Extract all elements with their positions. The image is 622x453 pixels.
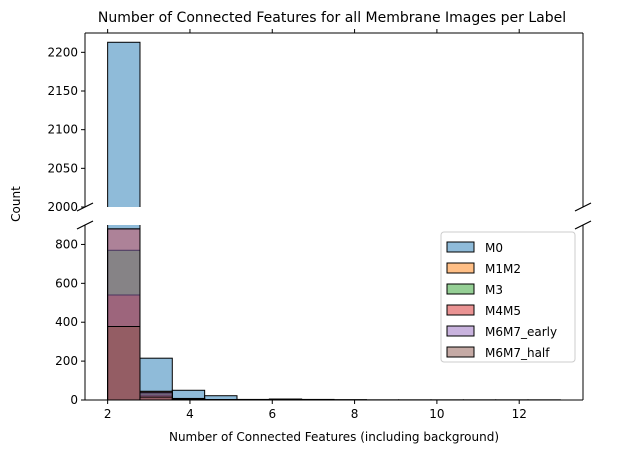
- lower-panel-axes: 0 200 400 600 800 2 4 6 8 10 12: [55, 220, 592, 421]
- x-tick-label: 2: [104, 407, 112, 421]
- y-axis-label: Count: [9, 186, 23, 222]
- x-axis-label: Number of Connected Features (including …: [169, 430, 499, 444]
- legend-label-M6M7_early: M6M7_early: [485, 325, 557, 339]
- legend-swatch-M3: [446, 283, 475, 295]
- y-tick-label-lower: 0: [70, 393, 78, 407]
- legend-label-M4M5: M4M5: [485, 304, 521, 318]
- chart-title: Number of Connected Features for all Mem…: [98, 10, 566, 26]
- y-tick-label-upper: 2200: [47, 45, 78, 59]
- legend-swatch-M4M5: [446, 304, 475, 316]
- y-tick-label-upper: 2150: [47, 84, 78, 98]
- legend-swatch-M6M7_early: [446, 325, 475, 337]
- x-tick-label: 12: [512, 407, 527, 421]
- y-tick-label-lower: 800: [55, 237, 78, 251]
- legend-label-M1M2: M1M2: [485, 262, 521, 276]
- x-tick-label: 10: [429, 407, 444, 421]
- upper-panel-axes: 2000 2050 2100 2150 2200: [47, 29, 592, 214]
- legend-label-M0: M0: [485, 241, 503, 255]
- x-tick-label: 8: [351, 407, 359, 421]
- legend-swatch-M1M2: [446, 262, 475, 274]
- bar-upper-M0-0: [107, 41, 141, 207]
- legend-swatch-M0: [446, 241, 475, 253]
- y-tick-label-lower: 200: [55, 354, 78, 368]
- x-tick-label: 4: [186, 407, 194, 421]
- y-tick-label-upper: 2100: [47, 123, 78, 137]
- y-tick-label-upper: 2000: [47, 200, 78, 214]
- legend-swatch-M6M7_half: [446, 346, 475, 358]
- legend-label-M6M7_half: M6M7_half: [485, 346, 550, 360]
- upper-panel-bars: [107, 41, 141, 207]
- axis-break-marker: [76, 220, 94, 230]
- bar-M6M7_half-1: [139, 396, 173, 400]
- y-tick-label-lower: 600: [55, 276, 78, 290]
- y-tick-label-lower: 400: [55, 315, 78, 329]
- bar-M0-3: [204, 395, 238, 400]
- legend: M0 M1M2 M3 M4M5 M6M7_early M6M7_half: [440, 231, 576, 363]
- legend-label-M3: M3: [485, 283, 503, 297]
- y-tick-label-upper: 2050: [47, 161, 78, 175]
- axis-break-marker: [574, 202, 592, 212]
- axis-break-marker: [574, 220, 592, 230]
- x-tick-label: 6: [268, 407, 276, 421]
- bar-M6M7_half-0: [107, 326, 141, 400]
